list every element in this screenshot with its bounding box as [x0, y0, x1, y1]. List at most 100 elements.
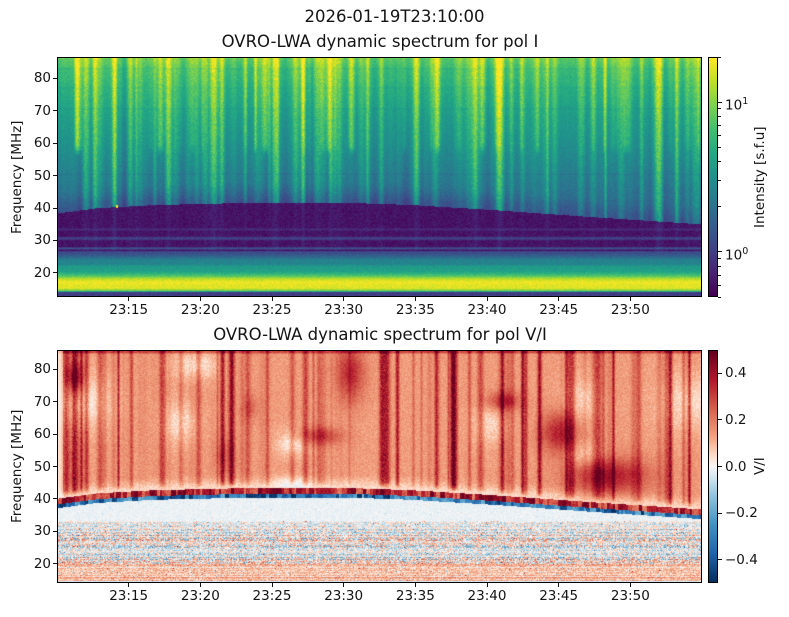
y-tick-label: 50 [33, 167, 51, 184]
colorbar-minor-tick-mark [718, 124, 721, 126]
x-tick-mark [343, 583, 345, 587]
colorbar-tick-mark [718, 372, 722, 374]
y-tick-mark [53, 530, 57, 532]
colorbar-label-pol-i: Intensity [s.f.u] [752, 126, 768, 228]
colorbar-canvas-pol-i [709, 58, 717, 296]
x-tick-label: 23:15 [109, 588, 149, 604]
x-tick-mark [414, 583, 416, 587]
y-tick-label: 40 [33, 490, 51, 507]
x-tick-mark [128, 297, 130, 301]
colorbar-minor-tick-mark [718, 116, 721, 118]
x-tick-label: 23:30 [324, 588, 364, 604]
y-tick-mark [53, 272, 57, 274]
colorbar-tick-mark [718, 466, 722, 467]
y-tick-mark [53, 466, 57, 467]
spectrogram-canvas-pol-vi [58, 351, 701, 582]
x-tick-label: 23:35 [395, 588, 435, 604]
x-tick-label: 23:25 [252, 302, 292, 318]
y-tick-label: 30 [33, 523, 51, 540]
y-tick-mark [53, 368, 57, 370]
x-tick-mark [629, 297, 631, 301]
y-tick-label: 50 [33, 458, 51, 475]
colorbar-tick-label: 0.4 [725, 365, 747, 382]
panel-title-pol-i: OVRO-LWA dynamic spectrum for pol I [221, 32, 539, 51]
y-tick-mark [53, 498, 57, 500]
colorbar-tick-mark [718, 419, 722, 421]
y-tick-mark [53, 175, 57, 177]
x-tick-label: 23:40 [467, 588, 507, 604]
colorbar-tick-mark [718, 559, 722, 561]
y-tick-label: 70 [33, 102, 51, 119]
y-tick-label: 30 [33, 232, 51, 249]
colorbar-minor-tick-mark [718, 258, 721, 260]
colorbar-minor-tick-mark [718, 108, 721, 110]
x-tick-label: 23:50 [610, 302, 650, 318]
y-tick-label: 20 [33, 555, 51, 572]
x-tick-mark [271, 583, 273, 587]
y-tick-label: 20 [33, 264, 51, 281]
spectrogram-pol-i [57, 57, 702, 297]
y-tick-label: 70 [33, 393, 51, 410]
colorbar-tick-label: 101 [725, 96, 749, 114]
colorbar-minor-tick-mark [718, 179, 721, 181]
y-tick-mark [53, 433, 57, 435]
spectrogram-pol-vi [57, 350, 702, 583]
y-tick-mark [53, 77, 57, 79]
colorbar-tick-mark [718, 512, 722, 514]
colorbar-tick-mark [718, 251, 722, 253]
x-tick-mark [558, 583, 560, 587]
y-tick-label: 40 [33, 200, 51, 216]
x-tick-label: 23:15 [109, 302, 149, 318]
x-tick-mark [343, 297, 345, 301]
x-tick-label: 23:50 [610, 588, 650, 604]
x-tick-mark [199, 583, 201, 587]
x-tick-label: 23:45 [539, 302, 579, 318]
x-tick-mark [486, 297, 488, 301]
x-tick-mark [629, 583, 631, 587]
colorbar-minor-tick-mark [718, 296, 721, 298]
x-tick-mark [486, 583, 488, 587]
y-tick-mark [53, 142, 57, 144]
colorbar-minor-tick-mark [718, 206, 721, 208]
x-tick-mark [558, 297, 560, 301]
panel-title-pol-vi: OVRO-LWA dynamic spectrum for pol V/I [213, 325, 547, 344]
x-tick-label: 23:40 [467, 302, 507, 318]
y-tick-label: 80 [33, 70, 51, 87]
colorbar-tick-label: −0.4 [725, 551, 758, 568]
x-tick-label: 23:25 [252, 588, 292, 604]
colorbar-minor-tick-mark [718, 265, 721, 267]
colorbar-pol-i [708, 57, 718, 297]
colorbar-minor-tick-mark [718, 284, 721, 286]
colorbar-label-pol-vi: V/I [752, 457, 768, 476]
y-tick-mark [53, 563, 57, 565]
x-tick-label: 23:20 [180, 588, 220, 604]
colorbar-minor-tick-mark [718, 56, 721, 58]
y-tick-label: 80 [33, 361, 51, 378]
x-tick-mark [199, 297, 201, 301]
colorbar-tick-mark [718, 101, 722, 103]
spectrogram-canvas-pol-i [58, 58, 701, 296]
x-tick-label: 23:35 [395, 302, 435, 318]
x-tick-mark [414, 297, 416, 301]
colorbar-minor-tick-mark [718, 161, 721, 163]
colorbar-minor-tick-mark [718, 146, 721, 148]
x-tick-mark [128, 583, 130, 587]
y-tick-mark [53, 239, 57, 241]
colorbar-pol-vi [708, 350, 718, 583]
y-tick-mark [53, 401, 57, 403]
x-tick-label: 23:20 [180, 302, 220, 318]
x-tick-mark [271, 297, 273, 301]
y-tick-mark [53, 207, 57, 209]
colorbar-canvas-pol-vi [709, 351, 717, 582]
colorbar-tick-label: 0.2 [725, 411, 747, 428]
y-tick-label: 60 [33, 135, 51, 152]
x-tick-label: 23:30 [324, 302, 364, 318]
colorbar-tick-label: −0.2 [725, 505, 758, 522]
figure-suptitle: 2026-01-19T23:10:00 [304, 7, 485, 26]
y-tick-label: 60 [33, 426, 51, 443]
colorbar-tick-label: 100 [725, 245, 749, 264]
colorbar-minor-tick-mark [718, 274, 721, 276]
x-tick-label: 23:45 [539, 588, 579, 604]
colorbar-minor-tick-mark [718, 134, 721, 136]
